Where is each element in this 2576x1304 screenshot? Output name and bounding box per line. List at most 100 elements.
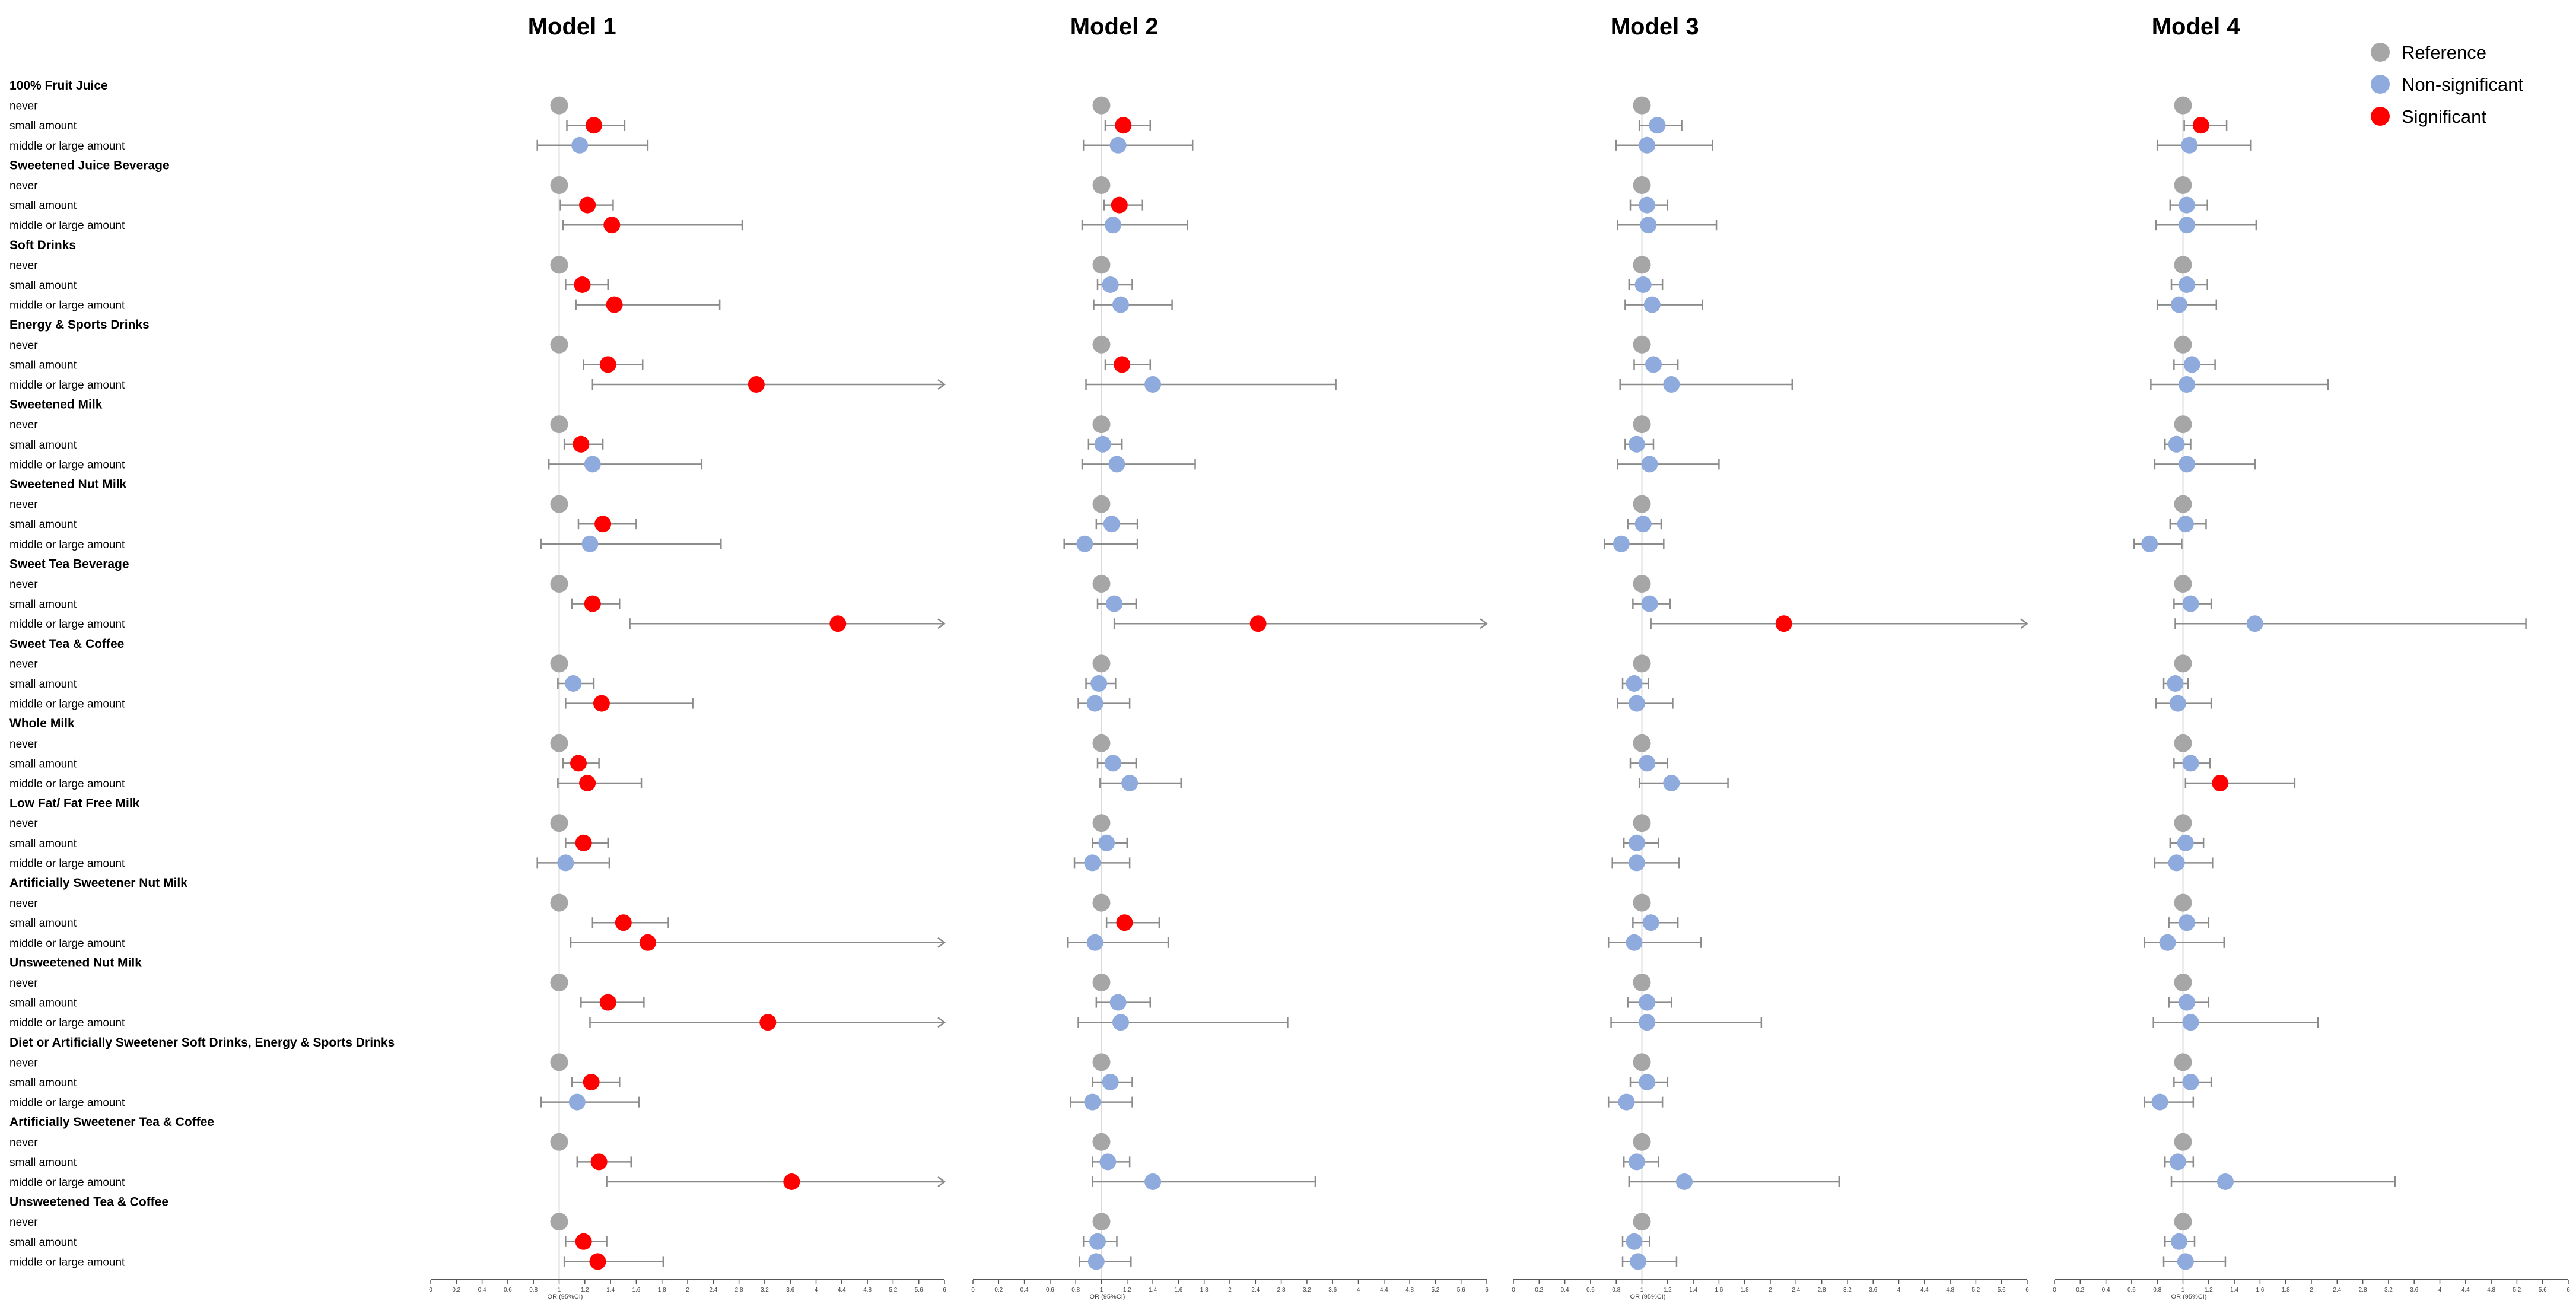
x-tick-label: 1 (2181, 1287, 2185, 1293)
non-significant-point (2177, 516, 2194, 533)
reference-point (2174, 176, 2192, 194)
significant-point (639, 934, 656, 951)
non-significant-point (581, 535, 599, 552)
x-tick-label: 0.8 (1071, 1287, 1080, 1293)
x-tick-label: 0 (1512, 1287, 1515, 1293)
level-label: middle or large amount (9, 937, 125, 950)
category-label: Unsweetened Tea & Coffee (9, 1195, 168, 1209)
category-label: 100% Fruit Juice (9, 79, 108, 93)
x-tick-label: 1.4 (606, 1287, 615, 1293)
non-significant-point (557, 854, 574, 872)
level-label: middle or large amount (9, 379, 125, 392)
level-label: small amount (9, 838, 77, 850)
non-significant-point (1634, 516, 1652, 533)
non-significant-point (1628, 695, 1645, 712)
level-label: middle or large amount (9, 698, 125, 711)
significant-point (570, 755, 587, 772)
x-tick-label: 6 (2567, 1287, 2570, 1293)
x-tick-label: 0.4 (478, 1287, 486, 1293)
x-tick-label: 0.6 (1586, 1287, 1595, 1293)
level-label: never (9, 419, 38, 431)
level-label: small amount (9, 439, 77, 451)
category-label: Whole Milk (9, 717, 75, 730)
reference-point (2174, 415, 2192, 434)
level-label: never (9, 977, 38, 990)
reference-point (1092, 1053, 1111, 1071)
legend-marker (2371, 43, 2390, 62)
non-significant-point (1109, 136, 1127, 154)
level-label: middle or large amount (9, 539, 125, 551)
non-significant-point (1112, 1014, 1129, 1031)
x-tick-label: 3.6 (2410, 1287, 2418, 1293)
reference-point (1633, 415, 1651, 434)
category-label: Soft Drinks (9, 238, 76, 252)
significant-point (829, 615, 847, 632)
ci-arrow (937, 937, 946, 948)
non-significant-point (1642, 914, 1659, 931)
level-label: never (9, 1216, 38, 1229)
level-label: never (9, 1057, 38, 1069)
ci-arrow (937, 1017, 946, 1028)
x-tick-label: 2 (686, 1287, 689, 1293)
x-tick-label: 1 (1640, 1287, 1644, 1293)
significant-point (783, 1173, 800, 1190)
x-tick-label: 0.8 (529, 1287, 538, 1293)
reference-point (1092, 495, 1111, 513)
x-tick-label: 5.6 (915, 1287, 923, 1293)
reference-point (1633, 256, 1651, 274)
reference-point (550, 814, 568, 832)
reference-point (1633, 1053, 1651, 1071)
level-label: small amount (9, 678, 77, 691)
model-panel: Model 1 0 0.2 0.4 0.6 0.8 1 1.2 1.4 1.6 1.8 2 2.4 2.8… (429, 14, 946, 1300)
significant-point (748, 376, 765, 393)
non-significant-point (2141, 535, 2158, 552)
significant-point (1114, 356, 1131, 373)
significant-point (599, 994, 616, 1011)
non-significant-point (565, 675, 582, 692)
x-tick-label: 2 (2310, 1287, 2313, 1293)
non-significant-point (1639, 136, 1656, 154)
non-significant-point (1649, 117, 1666, 134)
x-tick-label: 0.2 (994, 1287, 1003, 1293)
x-tick-label: 2.4 (709, 1287, 717, 1293)
significant-point (579, 196, 596, 214)
non-significant-point (1108, 456, 1125, 473)
x-tick-label: 2.8 (2359, 1287, 2367, 1293)
model-panel: Model 4 0 0.2 0.4 0.6 0.8 1 1.2 1.4 1.6 1.8 2 2.4 2.8… (2053, 14, 2570, 1300)
non-significant-point (2182, 1074, 2199, 1090)
x-tick-label: 4.8 (2487, 1287, 2495, 1293)
x-tick-label: 4 (815, 1287, 818, 1293)
non-significant-point (1628, 834, 1645, 851)
non-significant-point (584, 456, 601, 473)
non-significant-point (2178, 914, 2195, 931)
x-tick-label: 2.8 (735, 1287, 743, 1293)
x-tick-label: 3.2 (2384, 1287, 2393, 1293)
reference-point (1092, 1133, 1111, 1151)
reference-point (1092, 654, 1111, 673)
row-labels: 100% Fruit Juice never small amount middle … (9, 79, 395, 1268)
x-tick-label: 6 (943, 1287, 946, 1293)
non-significant-point (1121, 775, 1138, 791)
x-tick-label: 1.6 (1715, 1287, 1723, 1293)
reference-point (2174, 974, 2192, 991)
reference-point (550, 654, 568, 673)
category-label: Artificially Sweetener Nut Milk (9, 876, 187, 890)
non-significant-point (1630, 1253, 1647, 1270)
reference-point (2174, 734, 2192, 752)
reference-point (1092, 335, 1111, 354)
non-significant-point (2178, 276, 2195, 293)
level-label: middle or large amount (9, 459, 125, 471)
level-label: never (9, 499, 38, 511)
level-label: small amount (9, 758, 77, 770)
non-significant-point (1086, 934, 1103, 951)
non-significant-point (1103, 516, 1120, 533)
non-significant-point (1089, 1233, 1106, 1250)
non-significant-point (1626, 1233, 1643, 1250)
significant-point (593, 695, 610, 712)
significant-point (759, 1014, 777, 1031)
category-label: Sweet Tea & Coffee (9, 637, 124, 651)
non-significant-point (1090, 675, 1108, 692)
x-tick-label: 1.8 (658, 1287, 666, 1293)
non-significant-point (1102, 276, 1119, 293)
x-axis-label: OR (95%CI) (548, 1293, 583, 1300)
